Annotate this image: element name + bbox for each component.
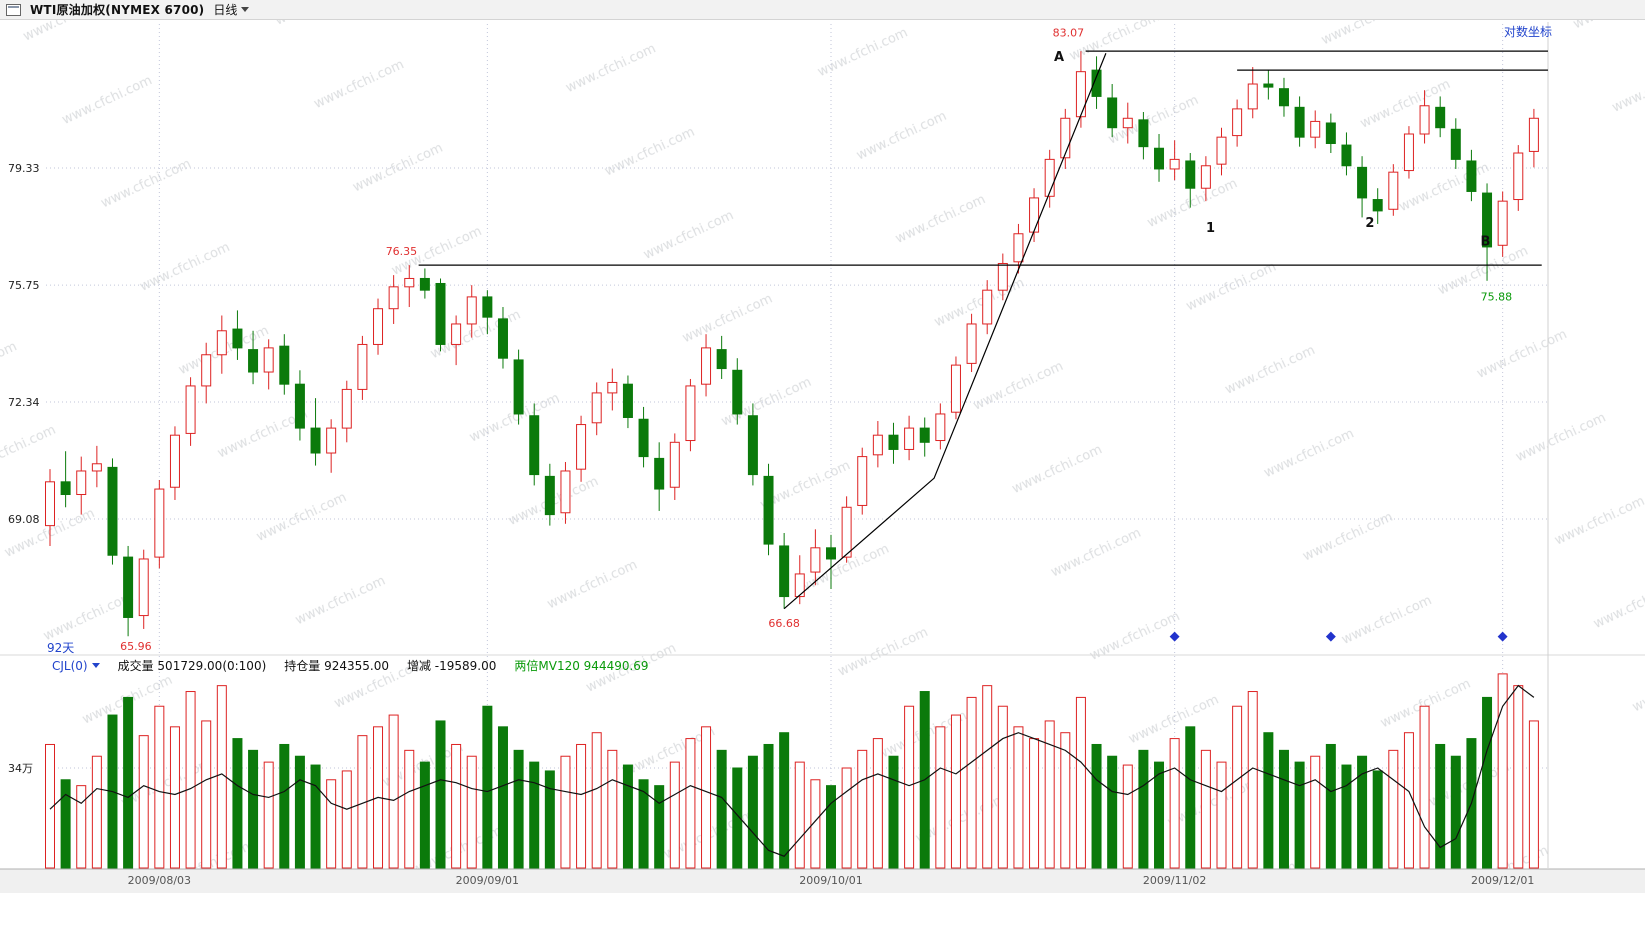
svg-text:◆: ◆ [1170, 629, 1180, 644]
svg-text:2009/08/03: 2009/08/03 [128, 874, 191, 887]
indicator-selector[interactable]: CJL(0) [52, 659, 100, 673]
svg-text:66.68: 66.68 [768, 617, 800, 630]
svg-text:2: 2 [1365, 216, 1374, 231]
svg-text:75.88: 75.88 [1481, 290, 1513, 303]
svg-text:69.08: 69.08 [8, 513, 40, 526]
chart-title: WTI原油加权(NYMEX 6700) [30, 3, 205, 17]
chevron-down-icon [91, 663, 100, 668]
visible-days-label: 92天 [47, 641, 75, 655]
svg-text:79.33: 79.33 [8, 162, 40, 175]
period-label: 日线 [213, 3, 238, 17]
svg-text:83.07: 83.07 [1053, 27, 1085, 40]
change-label: 增减 -19589.00 [406, 659, 497, 673]
svg-text:◆: ◆ [1326, 629, 1336, 644]
svg-text:◆: ◆ [1498, 629, 1508, 644]
svg-text:2009/11/02: 2009/11/02 [1143, 874, 1206, 887]
window-icon [6, 3, 21, 16]
svg-text:34万: 34万 [8, 762, 33, 775]
volume-value-label: 成交量 501729.00(0:100) [117, 659, 267, 673]
svg-text:76.35: 76.35 [386, 245, 418, 258]
svg-text:1: 1 [1206, 221, 1215, 236]
svg-text:2009/09/01: 2009/09/01 [456, 874, 519, 887]
svg-text:B: B [1481, 234, 1491, 249]
open-interest-label: 持仓量 924355.00 [284, 659, 389, 673]
title-bar: WTI原油加权(NYMEX 6700) 日线 [0, 0, 1645, 20]
indicator-label: CJL(0) [52, 658, 88, 673]
svg-text:75.75: 75.75 [8, 279, 40, 292]
svg-text:2009/10/01: 2009/10/01 [799, 874, 862, 887]
log-scale-toggle[interactable]: 对数坐标 [1504, 25, 1553, 39]
svg-text:2009/12/01: 2009/12/01 [1471, 874, 1534, 887]
volume-pane-header: CJL(0) 成交量 501729.00(0:100) 持仓量 924355.0… [52, 657, 649, 674]
mv120-label: 两倍MV120 944490.69 [514, 659, 649, 673]
svg-text:72.34: 72.34 [8, 396, 40, 409]
svg-text:65.96: 65.96 [120, 640, 152, 653]
svg-text:A: A [1054, 50, 1064, 65]
period-selector[interactable]: 日线 [213, 1, 250, 18]
chevron-down-icon [241, 7, 250, 12]
